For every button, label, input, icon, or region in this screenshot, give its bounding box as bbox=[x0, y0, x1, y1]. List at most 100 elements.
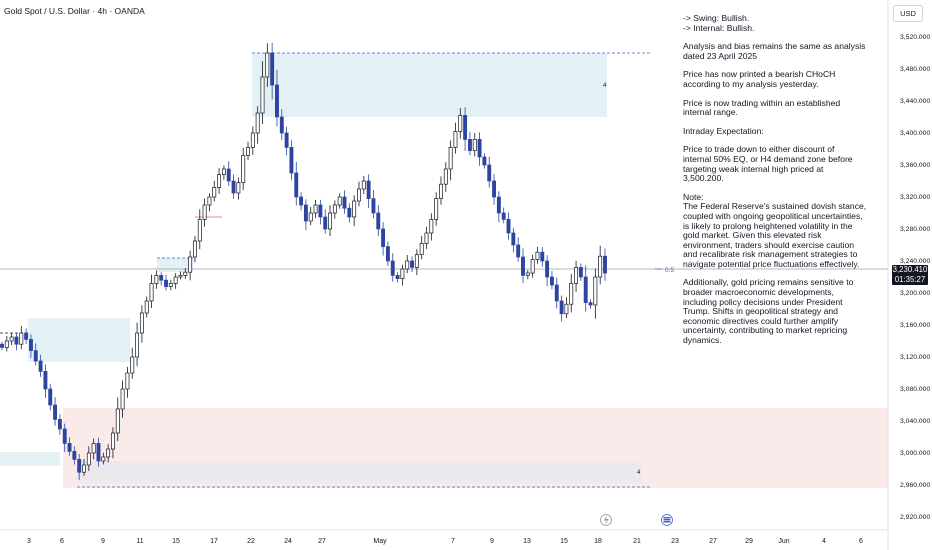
bearish-candle bbox=[588, 302, 593, 306]
bullish-candle bbox=[308, 212, 313, 222]
time-axis[interactable]: 3 6 9 11 15 17 22 24 27 May 7 9 13 15 18 21 23 27 29 Jun 4 6 bbox=[27, 538, 863, 545]
note-line: according to my analysis yesterday. bbox=[683, 78, 819, 89]
price-tick: 3,120.000 bbox=[900, 354, 930, 361]
bearish-candle bbox=[501, 212, 506, 220]
date-tick: 3 bbox=[27, 538, 31, 545]
bearish-candle bbox=[342, 196, 347, 209]
bullish-candle bbox=[188, 256, 193, 273]
bearish-candle bbox=[323, 216, 328, 230]
bullish-candle bbox=[564, 303, 569, 315]
flag-icon[interactable] bbox=[661, 514, 673, 526]
price-tick: 3,480.000 bbox=[900, 66, 930, 73]
bullish-candle bbox=[405, 260, 410, 270]
bearish-candle bbox=[33, 350, 38, 362]
note-line: Note: bbox=[683, 191, 704, 202]
bullish-candle bbox=[574, 267, 579, 284]
note-line: dynamics. bbox=[683, 335, 722, 346]
bullish-candle bbox=[260, 76, 265, 114]
bearish-candle bbox=[496, 196, 501, 214]
bearish-candle bbox=[164, 279, 168, 287]
bearish-candle bbox=[14, 336, 19, 345]
bullish-candle bbox=[337, 196, 342, 206]
bearish-candle bbox=[0, 343, 4, 348]
note-line: Trump. Shifts in geopolitical strategy a… bbox=[683, 306, 838, 317]
bullish-candle bbox=[212, 187, 217, 198]
price-axis[interactable]: 3,520.000 3,480.000 3,440.000 3,400.000 3,36… bbox=[900, 34, 930, 521]
price-tick: 3,000.000 bbox=[900, 450, 930, 457]
bullish-candle bbox=[246, 147, 250, 156]
note-line: Price to trade down to either discount o… bbox=[683, 144, 835, 155]
bearish-candle bbox=[540, 251, 545, 262]
note-line: The Federal Reserve's sustained dovish s… bbox=[683, 201, 867, 212]
price-tick: 3,160.000 bbox=[900, 322, 930, 329]
bearish-candle bbox=[559, 300, 564, 315]
lightning-icon[interactable] bbox=[600, 514, 612, 526]
note-line: coupled with ongoing geopolitical uncert… bbox=[683, 210, 863, 221]
bullish-candle bbox=[535, 251, 540, 260]
current-price-label: 3,230.410 01:35:27 bbox=[892, 265, 928, 285]
bullish-candle bbox=[400, 268, 405, 279]
bullish-candle bbox=[19, 332, 24, 345]
note-line: broader macroeconomic developments, bbox=[683, 287, 834, 298]
bearish-candle bbox=[289, 147, 294, 174]
analysis-note: -> Swing: Bullish. -> Internal: Bullish. A… bbox=[683, 13, 867, 346]
bearish-candle bbox=[38, 360, 43, 372]
bullish-candle bbox=[183, 271, 188, 276]
note-line: and recalibrate risk management strategi… bbox=[683, 249, 858, 260]
date-tick: 6 bbox=[60, 538, 64, 545]
bullish-candle bbox=[439, 183, 443, 199]
bullish-candle bbox=[434, 198, 439, 220]
small-supply-zone bbox=[28, 318, 130, 362]
date-tick: 13 bbox=[523, 538, 531, 545]
price-tick: 3,080.000 bbox=[900, 386, 930, 393]
price-tick: 3,360.000 bbox=[900, 162, 930, 169]
bullish-candle bbox=[332, 204, 337, 214]
note-line: Price has now printed a bearish CHoCH bbox=[683, 69, 836, 80]
date-tick: May bbox=[373, 538, 387, 545]
bullish-candle bbox=[241, 155, 246, 183]
demand-zone-overlap bbox=[77, 461, 641, 483]
date-tick: 11 bbox=[136, 538, 143, 545]
bullish-candle bbox=[178, 275, 183, 278]
note-line: Additionally, gold pricing remains sensi… bbox=[683, 277, 854, 288]
bearish-candle bbox=[318, 204, 323, 218]
bearish-candle bbox=[43, 371, 48, 390]
bearish-candle bbox=[390, 260, 395, 276]
bullish-candle bbox=[139, 312, 144, 334]
date-tick: 24 bbox=[284, 538, 292, 545]
bearish-candle bbox=[77, 459, 82, 473]
bearish-candle bbox=[516, 244, 521, 258]
bullish-candle bbox=[453, 131, 458, 148]
bearish-candle bbox=[24, 332, 29, 340]
bearish-candle bbox=[376, 212, 381, 230]
price-tick: 3,400.000 bbox=[900, 130, 930, 137]
fib-label: 0.5 bbox=[665, 267, 674, 274]
date-tick: 29 bbox=[745, 538, 753, 545]
bullish-candle bbox=[525, 272, 530, 276]
note-line: internal 50% EQ, or H4 demand zone befor… bbox=[683, 153, 853, 164]
current-price-value: 3,230.410 bbox=[892, 265, 928, 274]
date-tick: 17 bbox=[210, 538, 218, 545]
mid-zone bbox=[157, 258, 193, 272]
bearish-candle bbox=[72, 451, 77, 460]
bullish-candle bbox=[598, 255, 603, 278]
note-line: economic directives could further amplif… bbox=[683, 315, 839, 326]
price-tick: 3,280.000 bbox=[900, 226, 930, 233]
symbol-title[interactable]: Gold Spot / U.S. Dollar · 4h · OANDA bbox=[4, 6, 145, 16]
bullish-candle bbox=[125, 372, 130, 390]
date-tick: 15 bbox=[560, 538, 568, 545]
left-demand-zone bbox=[0, 452, 60, 466]
currency-badge[interactable]: USD bbox=[893, 5, 923, 22]
bearish-candle bbox=[347, 207, 352, 218]
bearish-candle bbox=[467, 139, 472, 151]
bullish-candle bbox=[168, 283, 173, 287]
bullish-candle bbox=[207, 196, 212, 206]
bullish-candle bbox=[4, 340, 9, 348]
bearish-candle bbox=[279, 116, 284, 134]
note-line: 3,500.200. bbox=[683, 173, 724, 184]
date-tick: 4 bbox=[822, 538, 826, 545]
bearish-candle bbox=[410, 260, 414, 268]
bullish-candle bbox=[91, 443, 96, 454]
bullish-candle bbox=[443, 168, 448, 185]
